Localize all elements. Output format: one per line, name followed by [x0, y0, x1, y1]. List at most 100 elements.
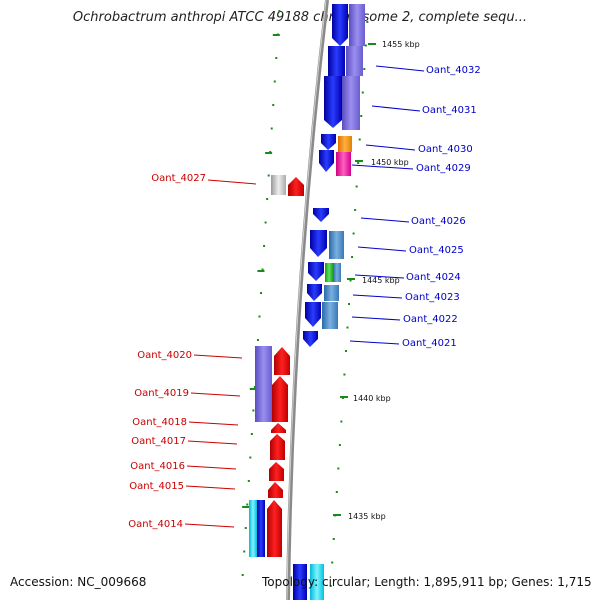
- gene-arrow[interactable]: [305, 302, 321, 327]
- tick-mark: [266, 198, 269, 200]
- tick-mark: [343, 373, 346, 376]
- gene-label[interactable]: Oant_4020: [137, 350, 192, 361]
- tick-mark: [270, 127, 273, 130]
- gene-label[interactable]: Oant_4025: [409, 245, 464, 256]
- tick-mark: [360, 115, 363, 117]
- gene-block[interactable]: [257, 500, 265, 557]
- tick-mark: [346, 326, 349, 329]
- kbp-markers: 1455 kbp 1450 kbp 1445 kbp 1440 kbp 1435…: [333, 40, 420, 521]
- kbp-label: 1445 kbp: [362, 276, 400, 285]
- gene-block[interactable]: [310, 564, 324, 600]
- topology-text: Topology: circular; Length: 1,895,911 bp…: [262, 575, 592, 589]
- bottom-genes: [293, 564, 324, 600]
- gene-arrow[interactable]: [268, 482, 283, 498]
- gene-arrow[interactable]: [303, 331, 318, 347]
- gene-arrow[interactable]: [332, 4, 348, 46]
- tick-mark: [252, 409, 255, 412]
- gene-arrow[interactable]: [274, 347, 290, 375]
- gene-block[interactable]: [322, 302, 338, 329]
- tick-mark: [272, 104, 275, 106]
- major-tick-mark: [257, 270, 265, 272]
- tick-mark: [331, 561, 334, 564]
- gene-block[interactable]: [293, 564, 307, 600]
- tick-mark: [249, 456, 252, 459]
- gene-arrow[interactable]: [307, 284, 322, 301]
- tick-mark: [247, 480, 250, 482]
- gene-label[interactable]: Oant_4022: [403, 314, 458, 325]
- tick-mark: [250, 433, 253, 435]
- gene-label[interactable]: Oant_4021: [402, 338, 457, 349]
- gene-arrow[interactable]: [313, 208, 329, 222]
- gene-block[interactable]: [342, 76, 360, 130]
- gene-arrow[interactable]: [288, 177, 304, 196]
- leader-line: [186, 465, 237, 470]
- gene-arrow[interactable]: [310, 230, 327, 257]
- tick-mark: [278, 10, 281, 12]
- gene-label[interactable]: Oant_4015: [129, 481, 184, 492]
- right-feature-blocks: [322, 4, 365, 329]
- tick-mark: [241, 574, 244, 576]
- tick-mark: [338, 444, 341, 446]
- gene-block[interactable]: [255, 346, 272, 422]
- tick-mark: [340, 420, 343, 423]
- major-tick-mark: [265, 152, 273, 154]
- tick-mark: [329, 585, 332, 587]
- gene-label[interactable]: Oant_4023: [405, 292, 460, 303]
- tick-mark: [275, 57, 278, 59]
- leader-line: [354, 274, 405, 279]
- right-labels: Oant_4032 Oant_4031 Oant_4030 Oant_4029 …: [349, 65, 481, 349]
- tick-mark: [355, 185, 358, 188]
- tick-mark: [332, 538, 335, 540]
- gene-arrow[interactable]: [321, 134, 336, 150]
- chromosome-backbone-highlight: [286, 0, 327, 600]
- gene-block[interactable]: [349, 4, 365, 46]
- tick-mark: [243, 550, 246, 553]
- gene-block[interactable]: [336, 152, 351, 176]
- leader-line: [351, 164, 414, 170]
- gene-block[interactable]: [271, 175, 286, 195]
- gene-arrow[interactable]: [319, 150, 334, 172]
- tick-mark: [364, 44, 367, 47]
- gene-arrow[interactable]: [269, 462, 284, 481]
- leader-line: [349, 340, 400, 345]
- leader-line: [375, 65, 425, 72]
- gene-label[interactable]: Oant_4031: [422, 105, 477, 116]
- gene-block[interactable]: [325, 263, 333, 282]
- gene-label[interactable]: Oant_4019: [134, 388, 189, 399]
- gene-block[interactable]: [346, 46, 363, 76]
- tick-mark: [351, 256, 354, 258]
- gene-label[interactable]: Oant_4027: [151, 173, 206, 184]
- gene-label[interactable]: Oant_4016: [130, 461, 185, 472]
- gene-label[interactable]: Oant_4032: [426, 65, 481, 76]
- tick-mark: [261, 268, 264, 271]
- tick-mark: [263, 245, 266, 247]
- gene-label[interactable]: Oant_4024: [406, 272, 461, 283]
- tick-mark: [258, 315, 261, 318]
- gene-arrow[interactable]: [308, 262, 324, 281]
- leader-line: [184, 523, 235, 528]
- gene-block[interactable]: [333, 263, 341, 282]
- gene-arrow[interactable]: [271, 423, 286, 433]
- gene-label[interactable]: Oant_4018: [132, 417, 187, 428]
- gene-block[interactable]: [338, 136, 352, 152]
- gene-label[interactable]: Oant_4014: [128, 519, 183, 530]
- major-tick-mark: [249, 388, 257, 390]
- gene-block[interactable]: [249, 500, 257, 557]
- gene-arrow[interactable]: [267, 500, 282, 557]
- gene-block[interactable]: [329, 231, 344, 259]
- gene-arrow[interactable]: [324, 76, 342, 128]
- gene-arrow[interactable]: [270, 434, 285, 460]
- chromosome-backbone: [286, 0, 329, 600]
- gene-arrow[interactable]: [272, 376, 288, 422]
- gene-label[interactable]: Oant_4017: [131, 436, 186, 447]
- tick-mark: [337, 467, 340, 470]
- gene-label[interactable]: Oant_4030: [418, 144, 473, 155]
- kbp-label: 1435 kbp: [348, 512, 386, 521]
- gene-label[interactable]: Oant_4026: [411, 216, 466, 227]
- gene-label[interactable]: Oant_4029: [416, 163, 471, 174]
- map-title: Ochrobactrum anthropi ATCC 49188 chromos…: [72, 10, 528, 25]
- right-strand-genes: [303, 4, 348, 347]
- kbp-label: 1455 kbp: [382, 40, 420, 49]
- gene-block[interactable]: [324, 285, 339, 301]
